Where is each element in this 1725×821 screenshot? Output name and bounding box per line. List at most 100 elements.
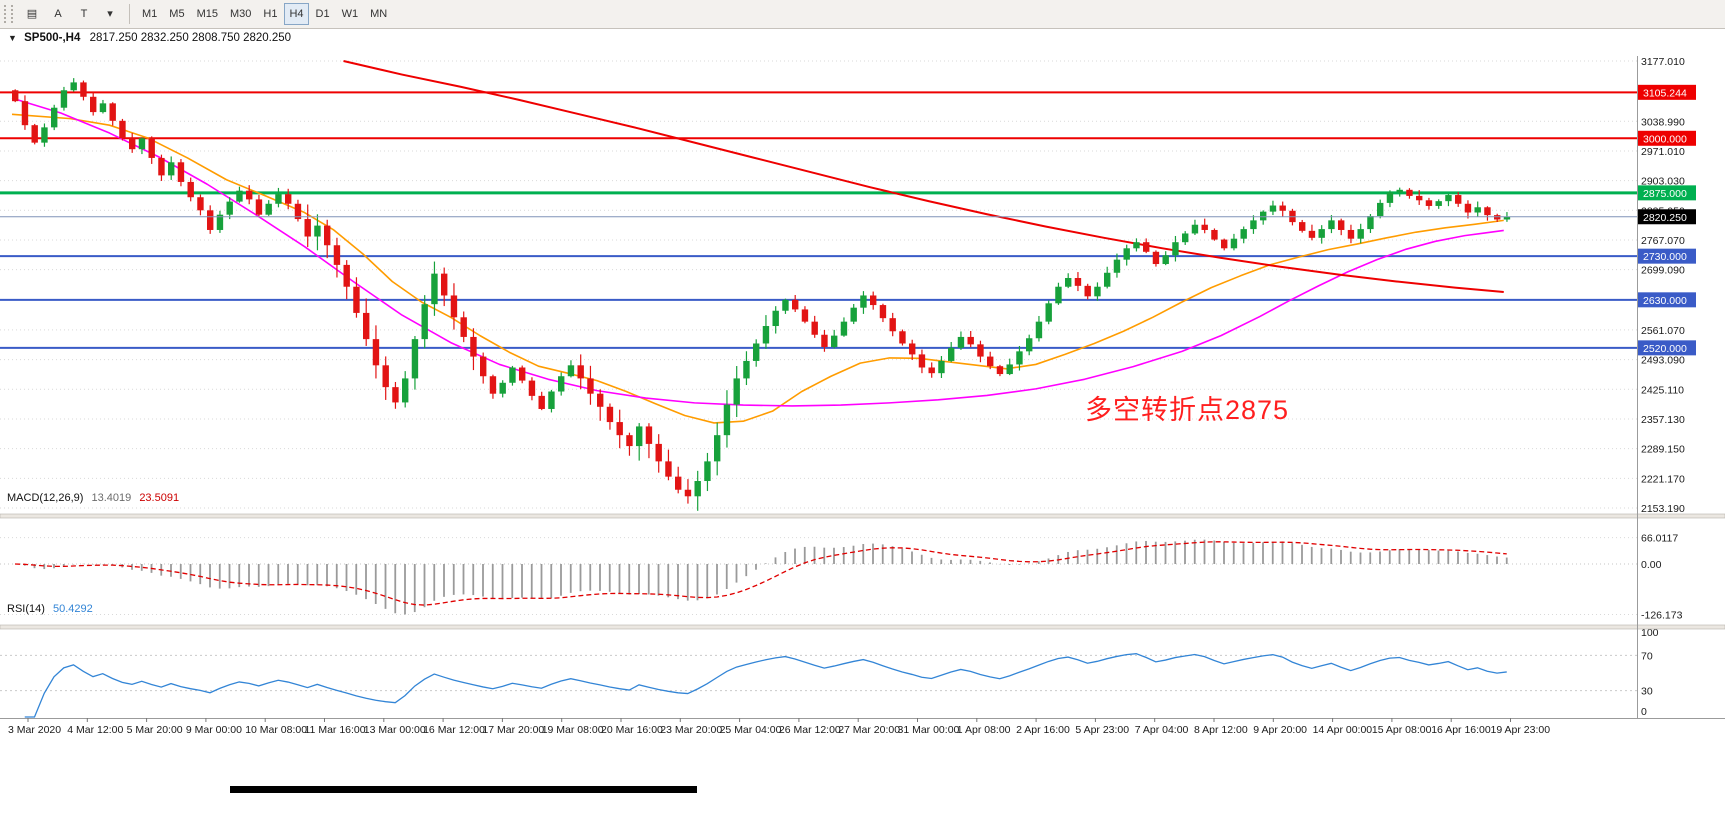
- one-click-trading-toggle[interactable]: ▼: [8, 33, 17, 43]
- panel-splitter-rsi[interactable]: [0, 624, 1725, 630]
- candle-body: [207, 210, 214, 230]
- chart-mode-button[interactable]: ▤: [20, 3, 44, 25]
- chart-canvas[interactable]: 3177.0103038.9902971.0102903.0302835.050…: [0, 56, 1725, 821]
- candle-body: [372, 339, 380, 366]
- candle-body: [645, 426, 653, 444]
- candle-body: [967, 336, 974, 345]
- rsi-label: RSI(14) 50.4292: [7, 603, 98, 615]
- price-axis-label: 2767.070: [1641, 235, 1685, 247]
- candle-body: [246, 190, 253, 200]
- candle-body: [421, 304, 428, 340]
- time-axis-label: 9 Mar 00:00: [186, 724, 242, 736]
- timeframe-button-d1[interactable]: D1: [311, 3, 335, 25]
- candle-body: [129, 138, 136, 150]
- candle-body: [1494, 215, 1501, 220]
- candle-body: [285, 194, 292, 204]
- candle-body: [850, 307, 857, 322]
- time-axis-label: 16 Mar 12:00: [423, 724, 485, 736]
- time-axis-label: 4 Mar 12:00: [67, 724, 123, 736]
- trendline-tool-button[interactable]: T: [72, 3, 96, 25]
- candle-body: [987, 356, 994, 367]
- candle-body: [70, 82, 77, 91]
- price-axis-area[interactable]: [1638, 56, 1725, 718]
- tool-buttons: ▤ A T ▾: [19, 3, 123, 25]
- price-level-badge: [1638, 185, 1696, 201]
- time-axis-label: 15 Apr 08:00: [1372, 724, 1432, 736]
- timeframe-button-m15[interactable]: M15: [192, 3, 223, 25]
- time-axis-label: 25 Mar 04:00: [720, 724, 782, 736]
- panel-splitter-macd[interactable]: [0, 513, 1725, 519]
- candle-body: [1035, 321, 1043, 339]
- candle-body: [801, 309, 809, 322]
- timeframe-button-h4[interactable]: H4: [284, 3, 309, 25]
- macd-label: MACD(12,26,9) 13.4019 23.5091: [7, 492, 184, 504]
- bid-price-badge: [1638, 209, 1696, 225]
- rsi-axis-label: 30: [1641, 686, 1653, 698]
- candle-body: [1308, 230, 1316, 238]
- candle-body: [99, 103, 107, 113]
- candle-body: [1406, 189, 1413, 196]
- time-axis-label: 31 Mar 00:00: [898, 724, 960, 736]
- candle-body: [762, 326, 770, 344]
- toolbar-separator: [129, 4, 130, 24]
- candle-body: [168, 162, 175, 176]
- candle-body: [353, 286, 360, 313]
- candle-body: [1055, 286, 1062, 304]
- candle-body: [12, 90, 19, 102]
- candle-body: [743, 360, 750, 379]
- candle-body: [402, 378, 409, 403]
- price-level-badge: [1638, 248, 1696, 264]
- macd-name: MACD(12,26,9): [7, 492, 84, 504]
- candle-body: [343, 264, 350, 287]
- candle-body: [333, 245, 341, 265]
- price-axis-label: 2903.030: [1641, 176, 1685, 188]
- text-tool-button[interactable]: A: [46, 3, 70, 25]
- candle-body: [1045, 303, 1052, 322]
- candle-body: [441, 273, 448, 296]
- bottom-black-bar: [230, 786, 697, 793]
- candle-body: [1094, 286, 1101, 297]
- candle-body: [870, 295, 877, 306]
- candle-body: [1172, 242, 1179, 256]
- chart-ohlc-values: 2817.250 2832.250 2808.750 2820.250: [89, 32, 292, 44]
- candle-body: [1104, 272, 1111, 287]
- candle-body: [1338, 220, 1345, 230]
- candle-body: [538, 395, 545, 409]
- macd-axis-label: 66.0117: [1641, 533, 1678, 545]
- candle-body: [1123, 248, 1130, 260]
- timeframe-button-m5[interactable]: M5: [164, 3, 189, 25]
- candle-body: [60, 90, 68, 108]
- rsi-axis-label: 100: [1641, 627, 1659, 639]
- time-axis-label: 5 Mar 20:00: [127, 724, 183, 736]
- candle-body: [1084, 285, 1091, 297]
- candle-body: [948, 347, 955, 361]
- toolbar-grip[interactable]: [4, 5, 13, 23]
- timeframe-button-m30[interactable]: M30: [225, 3, 256, 25]
- timeframe-button-m1[interactable]: M1: [137, 3, 162, 25]
- candle-body: [294, 203, 302, 220]
- chart-annotation-text[interactable]: 多空转折点2875: [1085, 395, 1290, 425]
- candle-body: [567, 365, 575, 377]
- timeframe-button-w1[interactable]: W1: [337, 3, 364, 25]
- time-axis-label: 11 Mar 16:00: [305, 724, 366, 736]
- price-level-badge-label: 3105.244: [1643, 87, 1687, 99]
- candle-body: [80, 82, 87, 97]
- candle-body: [304, 219, 311, 237]
- objects-dropdown-button[interactable]: ▾: [98, 3, 122, 25]
- rsi-axis-label: 70: [1641, 650, 1653, 662]
- candle-body: [119, 120, 126, 139]
- candle-body: [879, 305, 887, 319]
- candle-body: [90, 96, 97, 113]
- candle-body: [197, 197, 204, 211]
- timeframe-button-mn[interactable]: MN: [365, 3, 392, 25]
- candle-body: [558, 376, 565, 392]
- rsi-axis-label: 0: [1641, 706, 1647, 718]
- candle-body: [450, 295, 458, 318]
- timeframe-button-h1[interactable]: H1: [258, 3, 282, 25]
- price-axis-label: 3038.990: [1641, 116, 1685, 128]
- candle-body: [1026, 338, 1033, 352]
- candle-body: [226, 201, 233, 215]
- candle-body: [275, 194, 282, 204]
- price-axis-label: 2425.110: [1641, 384, 1684, 396]
- candle-body: [236, 190, 243, 202]
